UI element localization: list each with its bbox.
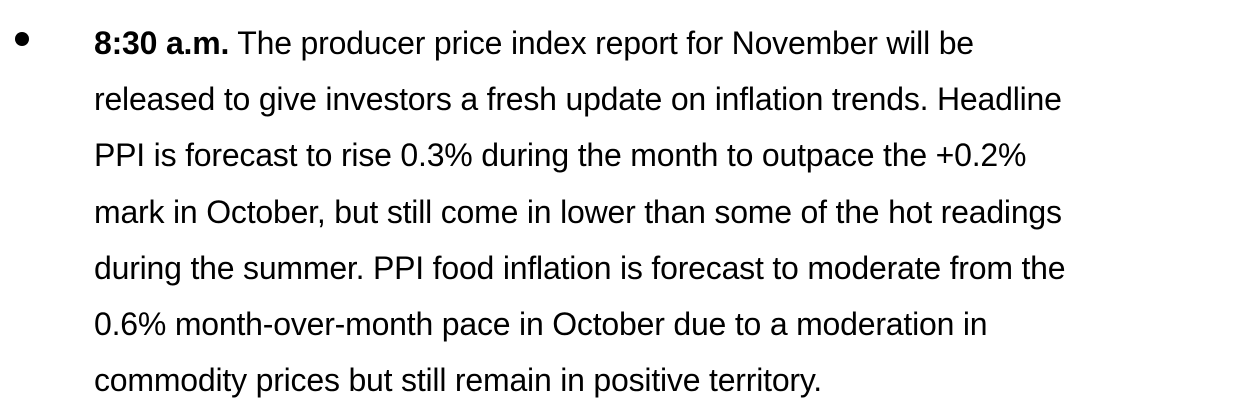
bullet-icon — [15, 32, 29, 46]
item-text: 8:30 a.m. The producer price index repor… — [94, 15, 1224, 408]
text-line-2: released to give investors a fresh updat… — [94, 81, 1062, 118]
text-line-4: mark in October, but still come in lower… — [94, 193, 1062, 230]
text-line-1-body: The producer price index report for Nove… — [229, 25, 974, 61]
text-line-1: 8:30 a.m. The producer price index repor… — [94, 15, 1224, 71]
time-label: 8:30 a.m. — [94, 25, 230, 61]
text-line-5: during the summer. PPI food inflation is… — [94, 249, 1066, 286]
text-line-3: PPI is forecast to rise 0.3% during the … — [94, 137, 1027, 174]
text-line-7: commodity prices but still remain in pos… — [94, 362, 822, 399]
text-line-6: 0.6% month-over-month pace in October du… — [94, 306, 988, 343]
